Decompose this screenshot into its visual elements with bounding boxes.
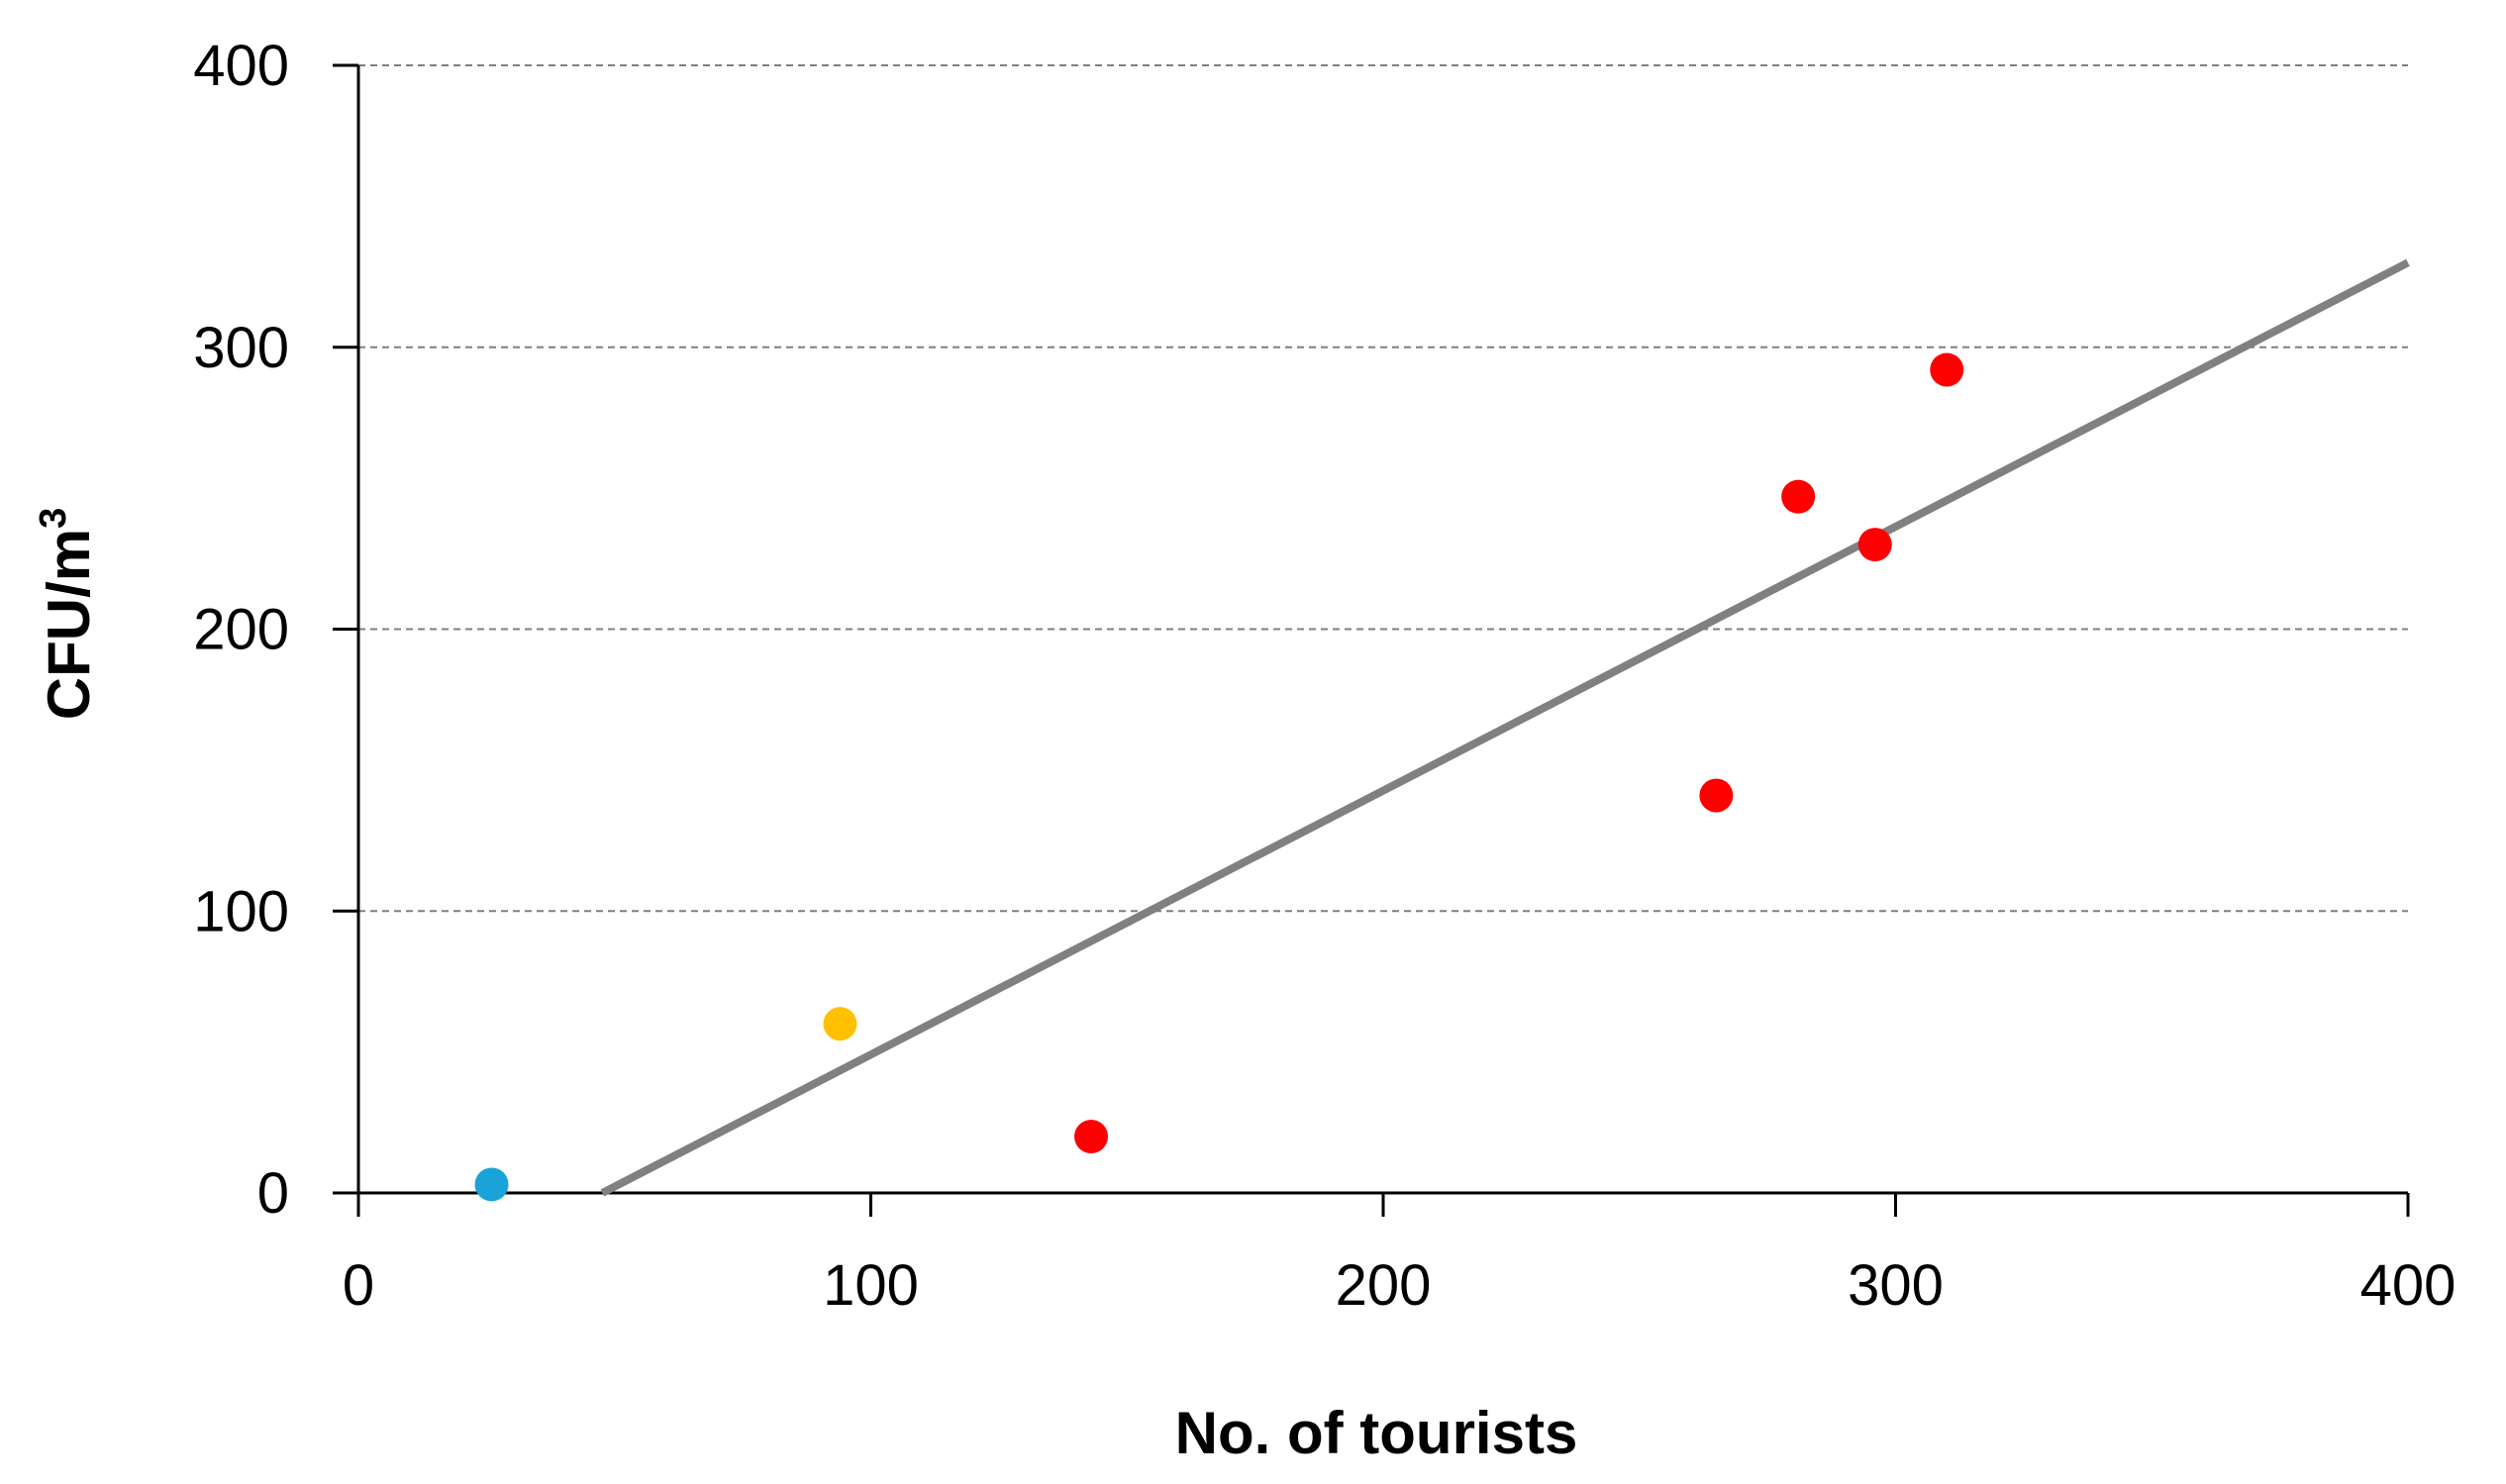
x-tick-label-200: 200: [1336, 1253, 1432, 1318]
trendline-group: [600, 258, 2410, 1197]
data-point-1: [474, 1167, 509, 1202]
y-tick-label-200: 200: [193, 598, 289, 662]
trendline: [600, 258, 2410, 1197]
y-tick-label-100: 100: [193, 879, 289, 943]
y-tick-label-0: 0: [257, 1161, 289, 1226]
x-tick-label-100: 100: [823, 1253, 919, 1318]
y-axis-title-superscript: 3: [33, 508, 74, 529]
data-point-5: [1781, 479, 1816, 514]
y-tick-label-300: 300: [193, 316, 289, 380]
data-point-6: [1857, 528, 1892, 562]
data-point-2: [823, 1007, 857, 1041]
data-point-7: [1930, 352, 1964, 387]
y-axis-title: CFU/m3: [33, 508, 102, 720]
x-tick-label-300: 300: [1848, 1253, 1944, 1318]
x-tick-label-0: 0: [343, 1253, 374, 1318]
y-axis-title-text: CFU/m: [36, 529, 102, 720]
gridlines: [358, 64, 2408, 913]
axes: [333, 63, 2410, 1217]
data-point-4: [1699, 778, 1734, 813]
x-axis-title: No. of tourists: [1175, 1400, 1578, 1466]
y-tick-label-400: 400: [193, 34, 289, 98]
tick-labels: 0 100 200 300 400 0 100 200 300 400: [193, 34, 2456, 1318]
x-tick-label-400: 400: [2360, 1253, 2456, 1318]
data-points: [474, 352, 1964, 1202]
data-point-3: [1074, 1120, 1109, 1154]
